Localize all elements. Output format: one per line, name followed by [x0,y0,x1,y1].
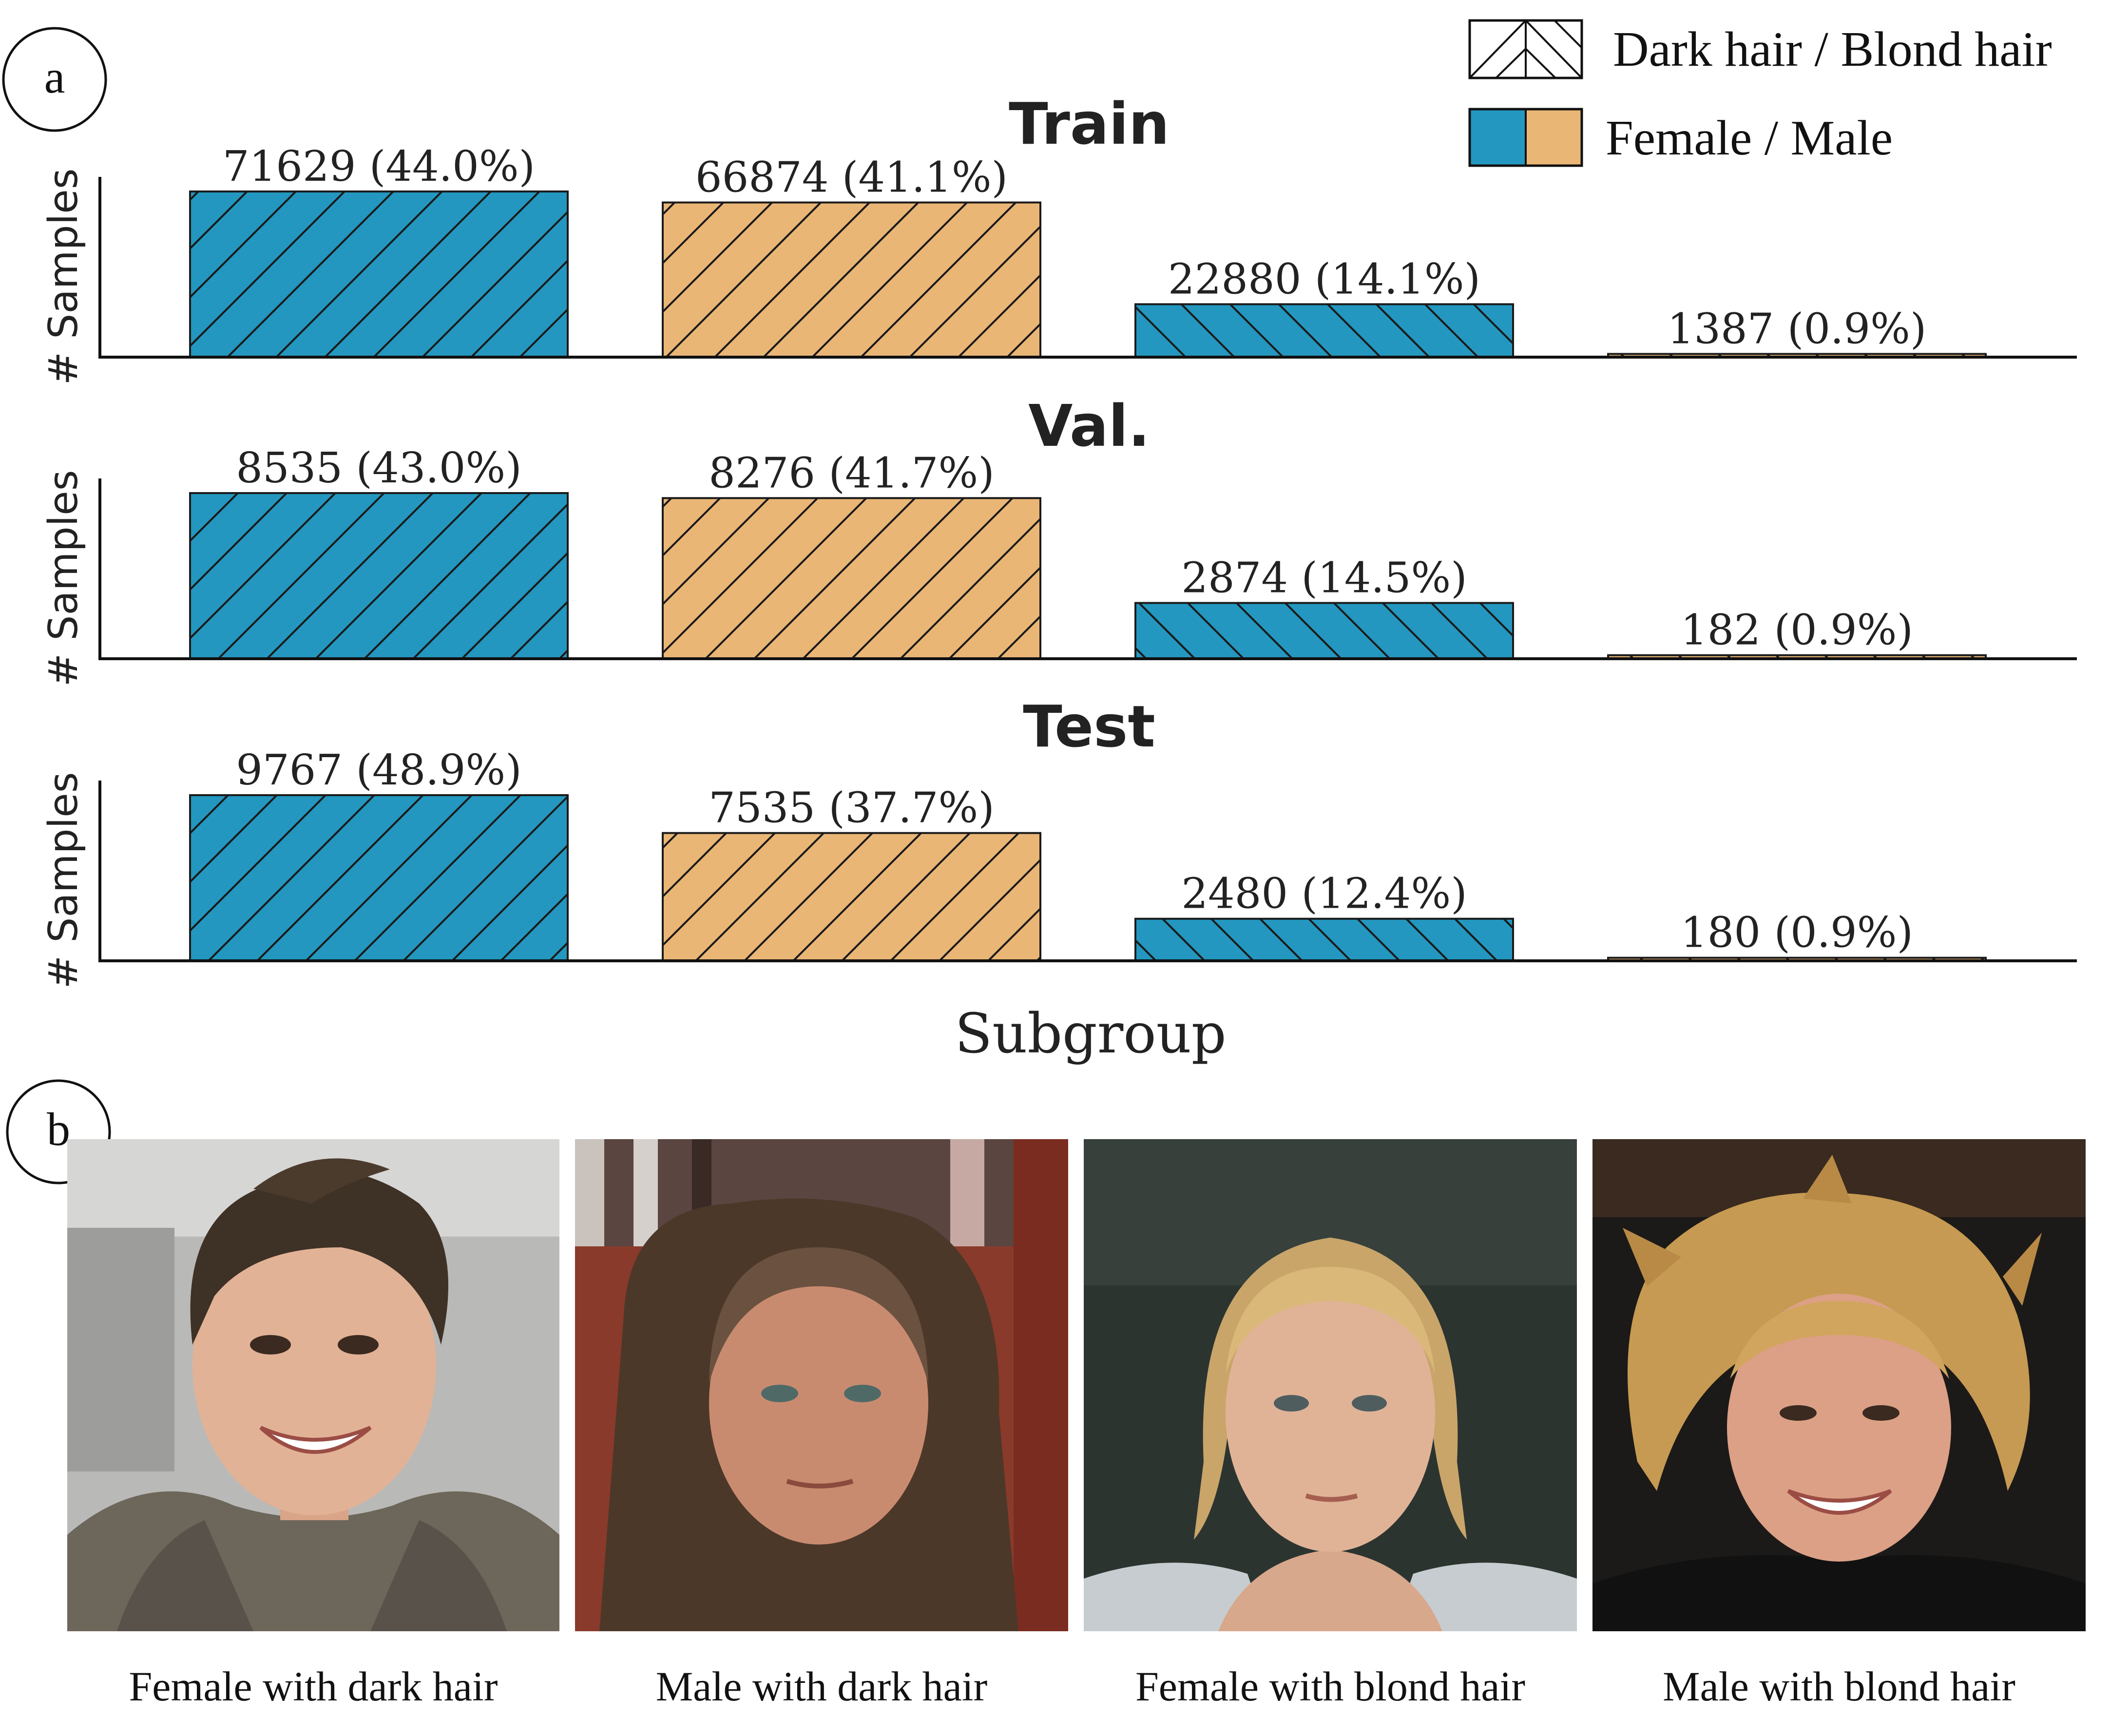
train-data-label-male-blond-hair: 1387 (0.9%) [1668,305,1927,353]
val-data-label-male-dark-hair: 8276 (41.7%) [709,449,995,497]
val-data-label-female-dark-hair: 8535 (43.0%) [236,444,522,493]
train-bar-hatch-female-dark-hair [189,191,569,358]
train-subplot: Train # Samples 71629 (44.0%) 66874 (41.1%)… [40,90,2077,385]
female-blond-hair-face [1084,1139,1577,1631]
test-subplot: Test # Samples 9767 (48.9%) 7535 (37.7%) 248… [40,693,2077,989]
train-title: Train [1009,90,1170,157]
test-data-label-female-blond-hair: 2480 (12.4%) [1181,870,1467,918]
test-data-label-male-blond-hair: 180 (0.9%) [1681,909,1913,957]
val-data-label-female-blond-hair: 2874 (14.5%) [1181,554,1467,603]
legend-hatch-label: Dark hair / Blond hair [1613,22,2052,77]
legend-hatch-swatch [1468,19,1583,79]
train-bar-hatch-male-dark-hair [662,201,1041,358]
panel-label-a: a [2,27,107,132]
train-data-label-female-blond-hair: 22880 (14.1%) [1168,255,1480,304]
test-title: Test [1023,693,1155,760]
val-data-label-male-blond-hair: 182 (0.9%) [1681,606,1913,655]
train-bar-hatch-female-blond-hair [1134,303,1514,358]
test-y-axis-label: # Samples [40,772,87,989]
test-bar-hatch-female-dark-hair [189,794,569,962]
male-dark-hair-face [575,1139,1068,1631]
train-y-axis-label: # Samples [40,169,87,385]
train-data-label-male-dark-hair: 66874 (41.1%) [695,153,1008,202]
legend-color-swatch [1468,108,1583,167]
caption-female-blond-hair: Female with blond hair [1135,1663,1525,1710]
caption-male-blond-hair: Male with blond hair [1663,1663,2015,1710]
val-title: Val. [1028,392,1150,459]
panel-label-b-text: b [47,1103,70,1155]
test-data-label-female-dark-hair: 9767 (48.9%) [236,746,522,795]
val-bar-hatch-female-dark-hair [189,492,569,660]
val-bar-hatch-male-dark-hair [662,497,1041,660]
caption-female-dark-hair: Female with dark hair [129,1663,498,1710]
val-bar-hatch-female-blond-hair [1134,602,1514,660]
test-bar-hatch-male-dark-hair [662,832,1041,962]
val-y-axis-label: # Samples [40,470,87,687]
legend: Dark hair / Blond hair Female / Male [1468,19,2052,167]
test-data-label-male-dark-hair: 7535 (37.7%) [709,784,995,833]
train-data-label-female-dark-hair: 71629 (44.0%) [223,142,535,191]
caption-male-dark-hair: Male with dark hair [656,1663,988,1710]
panel-label-a-text: a [44,51,65,103]
test-bar-hatch-female-blond-hair [1134,917,1514,962]
female-dark-hair-face [67,1139,559,1631]
legend-color-label: Female / Male [1606,111,1893,166]
val-subplot: Val. # Samples 8535 (43.0%) 8276 (41.7%) 287… [40,392,2077,687]
x-axis-label: Subgroup [955,1002,1226,1066]
male-blond-hair-face [1592,1139,2086,1631]
